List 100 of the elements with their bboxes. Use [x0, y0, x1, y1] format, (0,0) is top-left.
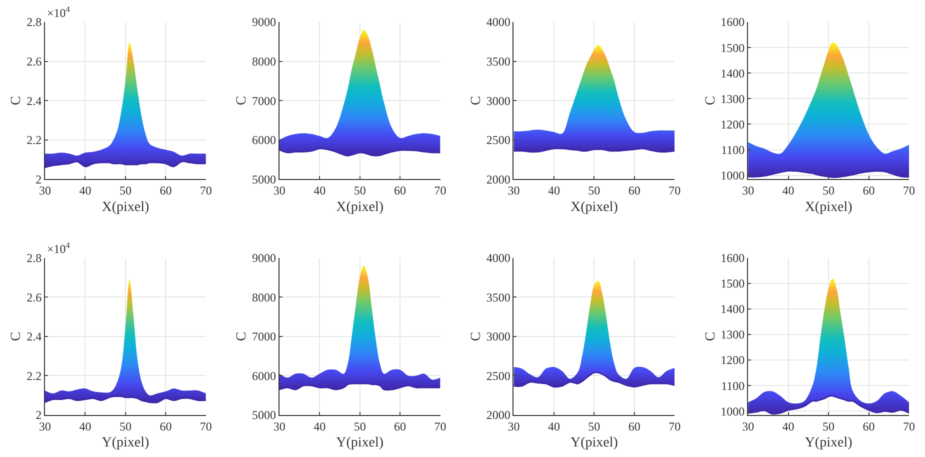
x-tick-label: 60 — [628, 184, 640, 198]
x-axis-title: X(pixel) — [570, 200, 618, 215]
x-tick-label: 70 — [903, 184, 915, 198]
y-tick-label: 1100 — [721, 143, 745, 157]
x-tick-label: 30 — [742, 184, 754, 198]
y-tick-label: 1300 — [720, 92, 745, 106]
x-tick-label: 70 — [668, 184, 681, 198]
x-tick-label: 60 — [862, 419, 875, 434]
x-tick-label: 70 — [200, 184, 212, 198]
y-tick-label: 1600 — [720, 15, 745, 30]
y-tick-label: 5000 — [252, 408, 276, 422]
x-tick-label: 50 — [119, 419, 132, 434]
x-tick-label: 70 — [200, 419, 212, 434]
y-tick-label: 2.8 — [26, 251, 42, 265]
y-axis-title: C — [234, 332, 250, 342]
x-tick-label: 60 — [394, 419, 406, 434]
x-tick-label: 60 — [394, 184, 406, 198]
y-tick-label: 9000 — [252, 251, 276, 265]
y-tick-label: 1400 — [720, 66, 745, 80]
y-tick-label: 2500 — [486, 368, 510, 383]
x-tick-label: 30 — [508, 419, 520, 434]
y-tick-label: 1500 — [720, 276, 745, 291]
y-tick-label: 3000 — [486, 330, 510, 344]
x-axis-title: X(pixel) — [804, 200, 853, 215]
x-tick-label: 50 — [119, 184, 132, 198]
y-tick-label: 1500 — [720, 40, 745, 55]
y-tick-label: 2.4 — [26, 94, 42, 108]
x-tick-label: 60 — [628, 419, 640, 434]
y-tick-label: 1000 — [720, 404, 745, 418]
y-tick-label: 8000 — [252, 290, 276, 304]
x-axis-title: X(pixel) — [336, 200, 384, 215]
y-tick-label: 1400 — [720, 302, 745, 316]
y-tick-label: 2500 — [486, 133, 510, 148]
y-tick-label: 6000 — [252, 368, 276, 383]
line-series — [748, 170, 909, 178]
x-axis-title: Y(pixel) — [804, 436, 853, 451]
x-tick-label: 70 — [434, 184, 446, 198]
y-tick-label: 2.4 — [26, 330, 42, 344]
y-tick-label: 4000 — [486, 251, 510, 265]
y-tick-label: 1200 — [720, 117, 745, 132]
x-tick-label: 50 — [588, 184, 600, 198]
x-tick-label: 40 — [79, 184, 92, 198]
x-tick-label: 70 — [668, 419, 681, 434]
x-tick-label: 40 — [314, 184, 326, 198]
x-axis-title: Y(pixel) — [102, 436, 150, 451]
x-tick-label: 50 — [588, 419, 600, 434]
y-tick-label: 4000 — [486, 15, 510, 30]
y-tick-label: 2.2 — [26, 368, 42, 383]
y-tick-label: 1000 — [720, 168, 745, 183]
y-axis-title: C — [234, 96, 250, 106]
y-tick-label: 1200 — [720, 353, 745, 368]
y-tick-label: 3500 — [486, 290, 510, 304]
x-tick-label: 50 — [354, 419, 366, 434]
y-tick-label: 2000 — [486, 408, 510, 422]
x-tick-label: 40 — [314, 419, 326, 434]
x-tick-label: 40 — [79, 419, 92, 434]
y-axis-title: C — [703, 332, 718, 342]
y-axis-title: C — [468, 96, 484, 106]
y-tick-label: 2 — [36, 408, 42, 422]
y-tick-label: 3000 — [486, 94, 510, 108]
x-tick-label: 60 — [160, 184, 172, 198]
x-tick-label: 30 — [273, 184, 286, 198]
y-tick-label: 2.2 — [26, 133, 42, 148]
x-tick-label: 70 — [434, 419, 446, 434]
text: ×10$^{4}$ — [47, 241, 71, 256]
text: ×10$^{4}$ — [47, 5, 71, 20]
y-tick-label: 2.6 — [26, 290, 42, 304]
y-tick-label: 8000 — [252, 54, 276, 68]
y-axis-title: C — [468, 332, 484, 342]
y-tick-label: 1100 — [721, 378, 745, 393]
y-axis-title: C — [703, 96, 718, 106]
x-tick-label: 30 — [273, 419, 286, 434]
x-tick-label: 50 — [822, 184, 835, 198]
y-tick-label: 9000 — [252, 15, 276, 30]
x-tick-label: 40 — [548, 184, 560, 198]
y-tick-label: 5000 — [252, 172, 276, 186]
x-tick-label: 60 — [160, 419, 172, 434]
y-tick-label: 7000 — [252, 94, 276, 108]
y-tick-label: 1600 — [720, 251, 745, 265]
y-tick-label: 2.8 — [26, 15, 42, 30]
x-tick-label: 40 — [782, 184, 794, 198]
line-series — [279, 148, 440, 156]
line-series — [514, 372, 675, 388]
y-tick-label: 2.6 — [26, 54, 42, 68]
x-tick-label: 50 — [354, 184, 366, 198]
y-tick-label: 3500 — [486, 54, 510, 68]
x-tick-label: 30 — [39, 184, 51, 198]
x-tick-label: 30 — [39, 419, 51, 434]
y-axis-title: C — [9, 332, 24, 342]
x-axis-title: X(pixel) — [102, 200, 150, 215]
x-tick-label: 30 — [742, 419, 754, 434]
x-axis-title: Y(pixel) — [570, 436, 618, 451]
y-tick-label: 6000 — [252, 133, 276, 148]
x-tick-label: 30 — [508, 184, 520, 198]
x-tick-label: 40 — [548, 419, 560, 434]
y-tick-label: 2 — [36, 172, 42, 186]
x-tick-label: 70 — [903, 419, 915, 434]
x-axis-title: Y(pixel) — [336, 436, 384, 451]
y-tick-label: 1300 — [720, 328, 745, 342]
x-tick-label: 50 — [822, 419, 835, 434]
